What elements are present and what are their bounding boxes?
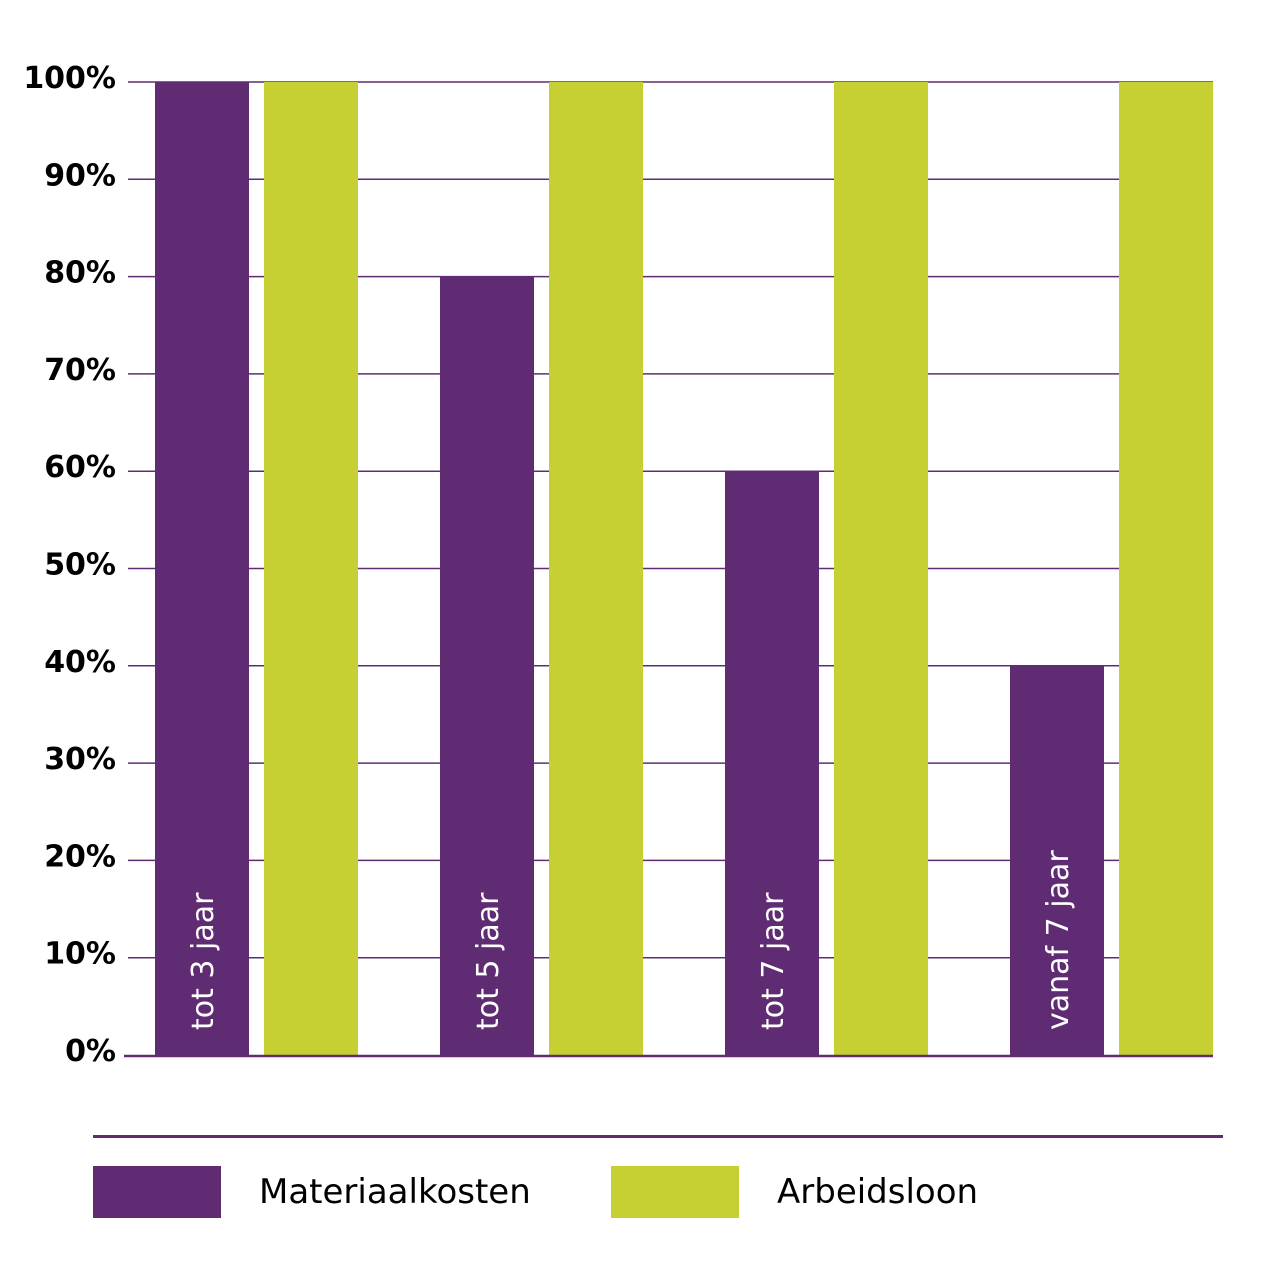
bar-materiaalkosten-1 <box>155 82 249 1055</box>
legend-label-arbeidsloon: Arbeidsloon <box>777 1172 979 1212</box>
bars: tot 3 jaar tot 5 jaar tot 7 jaar vanaf 7 ja… <box>155 82 1213 1056</box>
category-label: tot 7 jaar <box>756 892 791 1030</box>
bar-chart: tot 3 jaar tot 5 jaar tot 7 jaar vanaf 7 ja… <box>23 61 1213 1069</box>
y-axis: 0% 10% 20% 30% 40% 50% 60% 70% 80% 90% 100% <box>23 61 1213 1069</box>
bar-arbeidsloon-3 <box>834 82 928 1055</box>
legend-swatch-materiaalkosten <box>93 1166 221 1218</box>
bar-arbeidsloon-4 <box>1119 82 1213 1055</box>
y-tick-label: 50% <box>44 548 116 583</box>
bar-materiaalkosten-2 <box>440 276 534 1056</box>
y-tick-label: 30% <box>44 742 116 777</box>
y-tick-label: 40% <box>44 645 116 680</box>
legend: Materiaalkosten Arbeidsloon <box>93 1135 1223 1225</box>
category-label: vanaf 7 jaar <box>1041 850 1076 1030</box>
y-tick-label: 60% <box>44 450 116 485</box>
legend-divider <box>93 1135 1223 1138</box>
legend-item-arbeidsloon: Arbeidsloon <box>611 1166 978 1218</box>
category-label: tot 3 jaar <box>186 892 221 1030</box>
y-tick-label: 80% <box>44 256 116 291</box>
y-tick-label: 90% <box>44 158 116 193</box>
y-tick-label: 100% <box>23 61 116 96</box>
y-tick-label: 0% <box>65 1034 116 1069</box>
y-tick-label: 10% <box>44 937 116 972</box>
bar-arbeidsloon-1 <box>264 82 358 1055</box>
y-tick-label: 20% <box>44 839 116 874</box>
bar-materiaalkosten-3 <box>725 471 819 1055</box>
legend-label-materiaalkosten: Materiaalkosten <box>259 1172 531 1212</box>
bar-materiaalkosten-4 <box>1010 665 1104 1055</box>
bar-arbeidsloon-2 <box>549 82 643 1055</box>
y-tick-label: 70% <box>44 353 116 388</box>
category-label: tot 5 jaar <box>471 892 506 1030</box>
legend-swatch-arbeidsloon <box>611 1166 739 1218</box>
legend-item-materiaalkosten: Materiaalkosten <box>93 1166 531 1218</box>
